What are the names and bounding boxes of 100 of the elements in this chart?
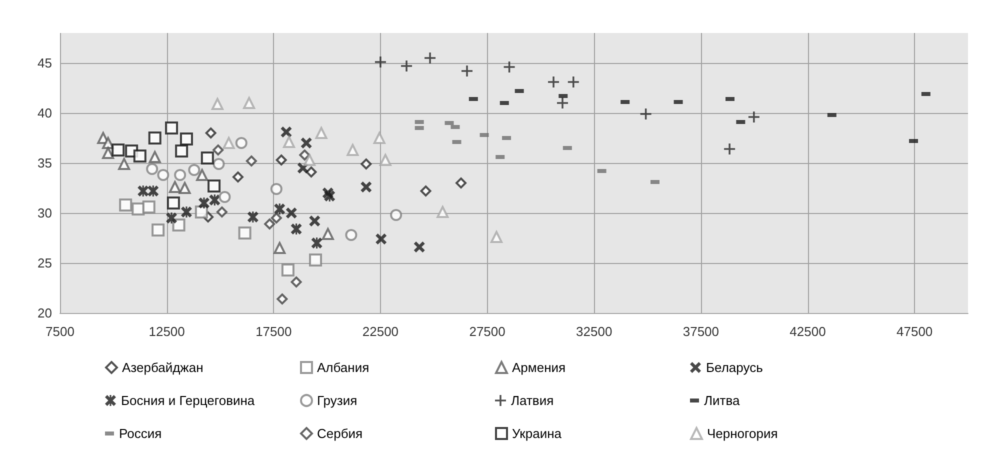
point	[264, 218, 276, 230]
point	[462, 66, 472, 76]
point	[142, 200, 156, 214]
point	[212, 144, 224, 156]
point	[205, 128, 216, 138]
point	[299, 150, 310, 160]
point	[290, 276, 302, 288]
point	[374, 56, 386, 68]
point	[504, 62, 515, 72]
y-tick-label: 35	[38, 156, 52, 170]
point	[212, 158, 225, 170]
legend-label: Литва	[704, 393, 741, 408]
legend-label: Азербайджан	[122, 360, 204, 375]
legend-label: Россия	[119, 426, 162, 441]
point	[157, 169, 170, 181]
point	[436, 206, 449, 218]
point	[640, 108, 652, 120]
point	[276, 294, 288, 304]
point	[548, 76, 560, 88]
point	[390, 209, 402, 221]
point	[102, 147, 114, 159]
point	[138, 186, 149, 196]
legend-label: Сербия	[317, 426, 363, 441]
point	[283, 136, 296, 148]
point	[146, 163, 158, 175]
point	[178, 182, 191, 194]
point	[309, 216, 320, 226]
point	[148, 132, 162, 144]
point	[175, 144, 188, 158]
point	[235, 137, 248, 149]
point	[172, 218, 186, 232]
x-tick-label: 37500	[682, 324, 720, 339]
x-tick-label: 42500	[790, 324, 826, 339]
y-tick-label: 45	[38, 56, 52, 70]
point	[360, 182, 372, 192]
legend-label: Албания	[317, 360, 370, 375]
point	[456, 178, 467, 188]
point	[174, 169, 186, 181]
legend-label: Армения	[512, 360, 566, 375]
point	[200, 152, 214, 164]
x-tick-label: 7500	[46, 324, 74, 339]
point	[424, 52, 436, 64]
point	[322, 228, 334, 240]
point	[232, 172, 244, 182]
x-tick-label: 17500	[256, 324, 292, 339]
point	[243, 97, 256, 109]
point	[281, 264, 294, 276]
point	[568, 76, 579, 88]
point	[216, 206, 228, 218]
point	[373, 132, 386, 144]
point	[148, 151, 161, 163]
legend-label: Беларусь	[706, 360, 764, 375]
point	[286, 208, 297, 218]
point	[724, 144, 736, 154]
point	[218, 191, 231, 203]
y-tick-label: 30	[38, 206, 52, 220]
y-tick-label: 40	[38, 106, 52, 120]
x-tick-label: 22500	[362, 324, 399, 339]
legend-label: Босния и Герцеговина	[121, 393, 256, 408]
point	[118, 158, 130, 170]
legend-label: Черногория	[707, 426, 778, 441]
x-tick-label: 32500	[576, 324, 612, 339]
point	[280, 126, 292, 138]
point	[270, 212, 282, 224]
point	[133, 150, 146, 162]
point	[748, 112, 760, 122]
point	[346, 144, 359, 156]
point	[152, 224, 165, 236]
x-tick-label: 47500	[896, 324, 933, 339]
point	[165, 122, 178, 134]
point	[306, 166, 317, 178]
point	[490, 231, 502, 243]
point	[196, 169, 208, 181]
x-tick-label: 27500	[469, 324, 506, 339]
point	[246, 156, 257, 166]
point	[324, 190, 336, 202]
y-tick-label: 20	[38, 306, 52, 320]
point	[166, 212, 178, 224]
point	[315, 127, 328, 139]
point	[168, 181, 181, 193]
legend-label: Латвия	[511, 393, 554, 408]
point	[414, 242, 425, 252]
y-tick-label: 25	[38, 256, 52, 270]
point	[379, 154, 392, 166]
point	[180, 132, 193, 146]
point	[209, 194, 220, 206]
point	[304, 154, 316, 166]
point	[148, 186, 159, 196]
point	[309, 254, 322, 266]
point	[112, 144, 125, 156]
point	[376, 234, 387, 244]
point	[222, 137, 235, 149]
point	[238, 226, 252, 240]
point	[360, 158, 372, 170]
point	[557, 98, 568, 108]
point	[276, 154, 287, 166]
point	[420, 186, 432, 196]
legend-label: Украина	[512, 426, 562, 441]
point	[208, 180, 221, 192]
point	[166, 196, 180, 210]
